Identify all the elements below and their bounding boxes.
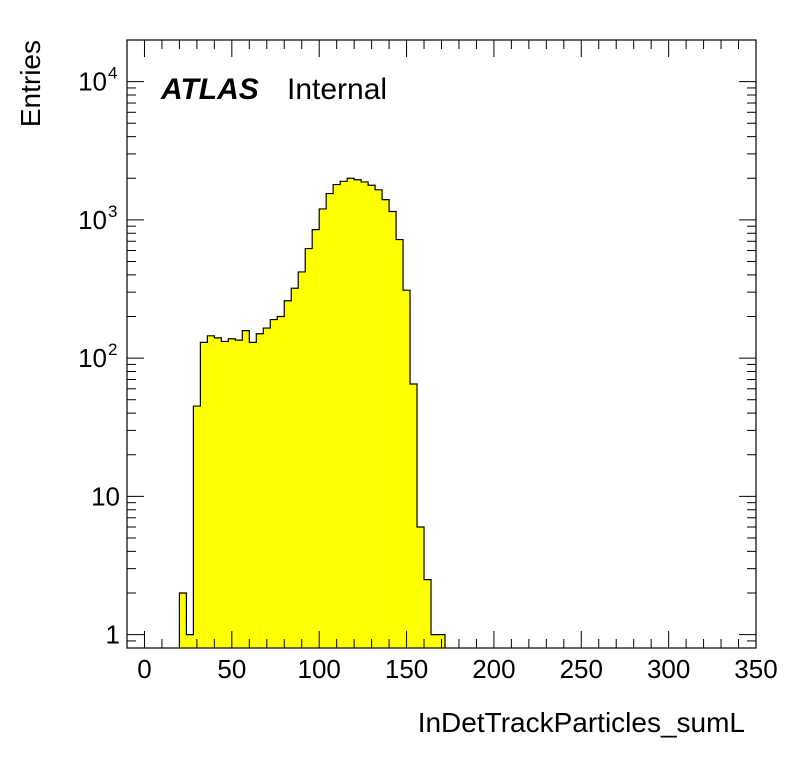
x-tick-label: 0 xyxy=(137,654,151,684)
histogram-bar xyxy=(319,208,327,648)
x-tick-label: 250 xyxy=(560,654,603,684)
histogram-bar xyxy=(235,340,243,648)
histogram-bar xyxy=(368,185,376,648)
atlas-label: ATLAS xyxy=(160,73,259,106)
histogram-bar xyxy=(417,527,425,648)
histogram-bar xyxy=(291,288,299,648)
histogram-bar xyxy=(333,184,341,648)
histogram-bar xyxy=(347,178,355,649)
histogram-bar xyxy=(214,337,222,648)
y-tick-label-exponent: 2 xyxy=(108,340,117,359)
histogram-bar xyxy=(228,338,236,648)
histogram-bar xyxy=(270,319,278,648)
y-tick-label: 1 xyxy=(106,620,120,650)
y-tick-label: 10 xyxy=(78,67,107,97)
histogram-outline xyxy=(178,177,446,648)
x-tick-label: 100 xyxy=(297,654,340,684)
histogram-bar xyxy=(277,316,285,648)
histogram-bar xyxy=(354,179,362,649)
histogram-bar xyxy=(249,342,257,648)
y-axis-label: Entries xyxy=(15,40,46,127)
y-tick-label-exponent: 4 xyxy=(108,64,117,83)
histogram-bar xyxy=(340,181,348,648)
histogram-bars xyxy=(178,177,446,649)
x-tick-label: 350 xyxy=(734,654,777,684)
histogram-bar xyxy=(396,239,404,648)
histogram-bar xyxy=(200,342,208,648)
y-axis-ticks xyxy=(127,39,756,649)
x-axis-tick-labels: 0 50 100 150 200 250 300 350 xyxy=(137,654,777,684)
histogram-bar xyxy=(284,300,292,648)
histogram-bar xyxy=(424,579,432,648)
histogram-bar xyxy=(179,592,187,648)
histogram-bar xyxy=(207,335,215,648)
histogram-bar xyxy=(305,248,313,648)
histogram-bar xyxy=(382,199,390,649)
histogram-bar xyxy=(186,634,194,648)
histogram-bar xyxy=(242,330,250,648)
histogram-bar xyxy=(431,634,439,648)
y-tick-label-exponent: 3 xyxy=(108,202,117,221)
histogram-bar xyxy=(375,189,383,648)
histogram-bar xyxy=(193,406,201,648)
histogram-bar xyxy=(361,181,369,648)
histogram-bar xyxy=(403,290,411,648)
x-tick-label: 50 xyxy=(217,654,246,684)
histogram-bar xyxy=(263,328,271,648)
x-axis-ticks xyxy=(143,40,757,648)
x-tick-label: 300 xyxy=(647,654,690,684)
y-tick-label: 10 xyxy=(78,343,107,373)
x-tick-label: 200 xyxy=(472,654,515,684)
histogram-bar xyxy=(256,333,264,648)
histogram-bar xyxy=(298,271,306,648)
x-tick-label: 150 xyxy=(385,654,428,684)
histogram-bar xyxy=(221,341,229,648)
histogram-bar xyxy=(410,383,418,648)
x-axis-label: InDetTrackParticles_sumL xyxy=(418,707,745,738)
y-tick-label: 10 xyxy=(91,481,120,511)
internal-label: Internal xyxy=(287,73,387,106)
histogram-bar xyxy=(326,193,334,648)
histogram-bar xyxy=(312,229,320,648)
histogram-bar xyxy=(389,211,397,649)
y-tick-label: 10 xyxy=(78,205,107,235)
